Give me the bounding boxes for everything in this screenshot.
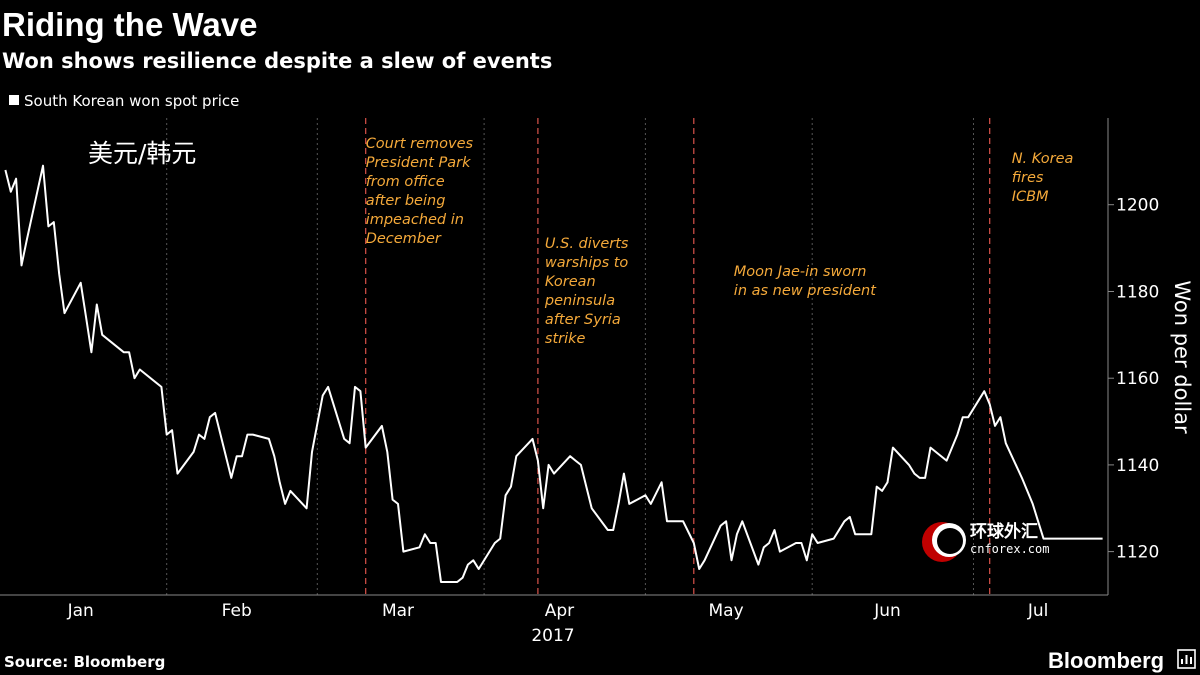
event-annotation-line: ICBM — [1012, 189, 1049, 205]
legend-label: South Korean won spot price — [24, 92, 239, 110]
y-tick-label: 1180 — [1116, 283, 1159, 303]
x-axis-ticks: Jan Feb Mar Apr May Jun Jul — [67, 601, 1049, 621]
event-annotation-line: U.S. diverts — [545, 236, 629, 252]
watermark-en: cnforex.com — [970, 542, 1049, 556]
x-tick-label: Jan — [67, 601, 94, 621]
cnforex-watermark: 环球外汇 cnforex.com — [922, 521, 1049, 562]
event-annotation-line: after being — [366, 193, 446, 209]
event-annotation-line: from office — [366, 174, 445, 190]
y-axis-ticks: 1120 1140 1160 1180 1200 — [1108, 196, 1159, 563]
event-annotation-line: Moon Jae-in sworn — [734, 264, 867, 280]
event-annotation-line: impeached in — [366, 212, 464, 228]
event-annotation-line: Korean — [545, 274, 596, 290]
event-annotation-line: fires — [1012, 170, 1044, 186]
x-tick-label: Apr — [545, 601, 574, 621]
event-annotation-line: President Park — [366, 155, 471, 171]
event-annotation-line: peninsula — [544, 293, 615, 309]
y-tick-label: 1140 — [1116, 456, 1159, 476]
year-label: 2017 — [531, 626, 574, 646]
brand-logo: Bloomberg — [1048, 648, 1164, 673]
chart-title: Riding the Wave — [2, 6, 257, 43]
y-axis-title: Won per dollar — [1170, 280, 1194, 434]
event-annotations: Court removes President Park from office af… — [366, 136, 1074, 347]
series-line — [4, 164, 1103, 583]
currency-pair-label: 美元/韩元 — [88, 139, 196, 168]
x-tick-label: May — [709, 601, 744, 621]
y-tick-label: 1120 — [1116, 543, 1159, 563]
series-group — [4, 164, 1103, 583]
watermark-logo-core — [937, 528, 963, 554]
source-note: Source: Bloomberg — [4, 653, 165, 671]
y-tick-label: 1160 — [1116, 369, 1159, 389]
event-annotation-line: in as new president — [734, 283, 877, 299]
event-annotation-line: after Syria — [545, 312, 621, 328]
chart-subtitle: Won shows resilience despite a slew of e… — [2, 49, 552, 73]
x-tick-label: Feb — [222, 601, 252, 621]
event-annotation-line: warships to — [545, 255, 629, 271]
event-annotation-line: strike — [545, 331, 586, 347]
x-tick-label: Jun — [873, 601, 901, 621]
x-tick-label: Jul — [1027, 601, 1049, 621]
event-annotation-line: December — [366, 231, 442, 247]
bloomberg-terminal-icon — [1177, 649, 1196, 669]
y-tick-label: 1200 — [1116, 196, 1159, 216]
x-tick-label: Mar — [382, 601, 414, 621]
legend-swatch — [9, 95, 19, 105]
event-annotation-line: N. Korea — [1012, 151, 1074, 167]
event-annotation-line: Court removes — [366, 136, 474, 152]
watermark-cn: 环球外汇 — [970, 521, 1038, 542]
